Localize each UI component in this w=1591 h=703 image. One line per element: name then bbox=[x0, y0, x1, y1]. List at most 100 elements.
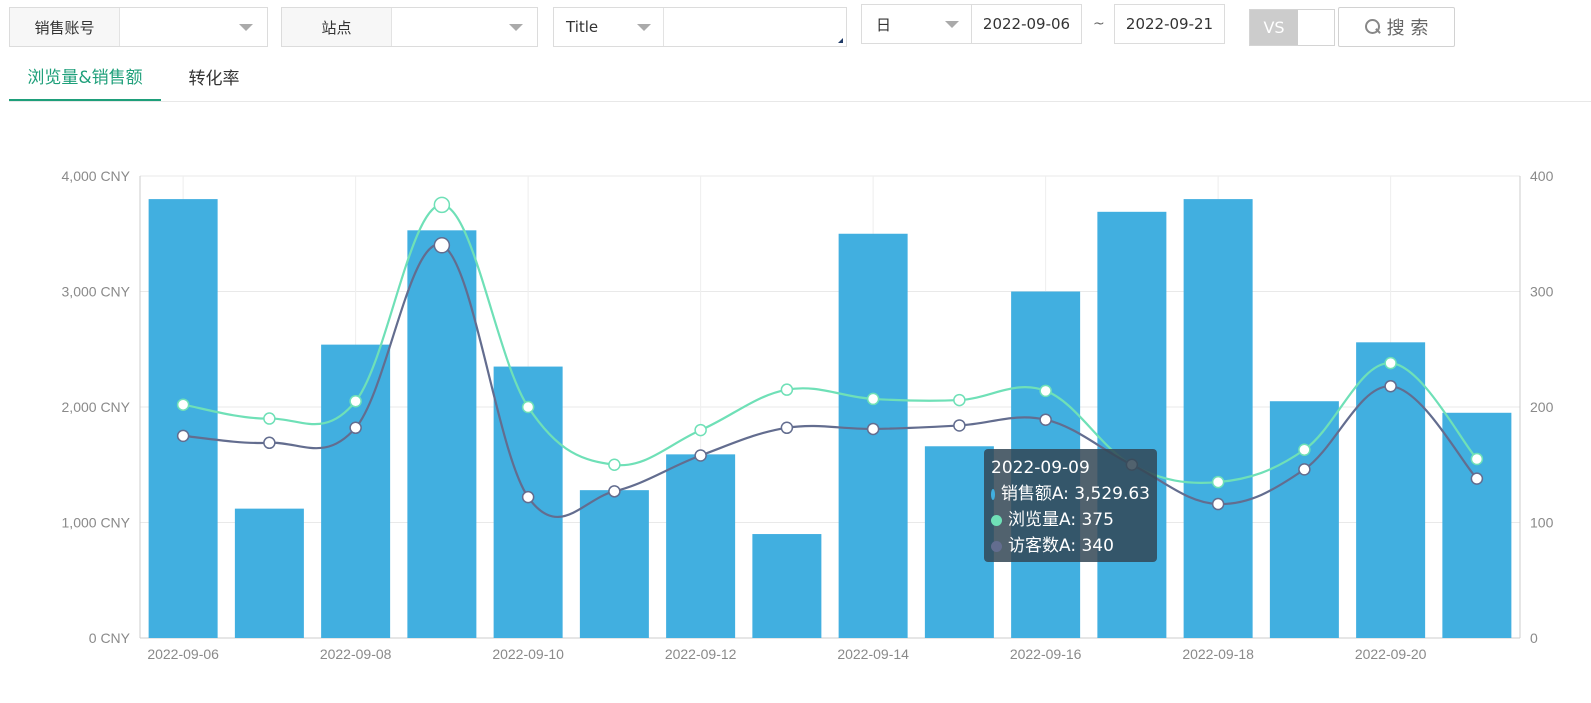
line-views-point bbox=[1298, 443, 1311, 456]
tooltip-sales-dot-icon bbox=[991, 488, 995, 500]
tooltip-date: 2022-09-09 bbox=[991, 458, 1090, 478]
tooltip-views-value: 浏览量A: 375 bbox=[1008, 510, 1114, 530]
line-visitors-point bbox=[1298, 463, 1311, 476]
line-views-point bbox=[1039, 384, 1052, 398]
date-separator: ~ bbox=[1093, 16, 1105, 32]
line-visitors-point bbox=[866, 422, 880, 436]
chevron-down-icon bbox=[239, 24, 253, 31]
line-views-point bbox=[263, 412, 276, 425]
line-views-point bbox=[780, 383, 794, 396]
line-views-point bbox=[176, 398, 190, 411]
line-views-point bbox=[1384, 356, 1397, 370]
site-filter[interactable]: 站点 bbox=[281, 7, 538, 47]
search-button[interactable]: 搜 索 bbox=[1338, 7, 1455, 47]
line-views-point bbox=[1211, 475, 1225, 489]
y-left-tick-label: 3,000 CNY bbox=[62, 284, 131, 300]
tooltip-row-views: 浏览量A: 375 bbox=[991, 507, 1150, 533]
title-input[interactable] bbox=[664, 8, 846, 46]
line-views-point bbox=[1470, 452, 1484, 466]
line-visitors-point bbox=[433, 237, 451, 254]
bar-sales bbox=[1183, 199, 1253, 638]
line-visitors-point bbox=[521, 490, 535, 504]
chevron-down-icon bbox=[637, 24, 651, 31]
account-select[interactable] bbox=[120, 8, 267, 46]
tooltip-sales-value: 销售额A: 3,529.63 bbox=[1000, 484, 1150, 504]
line-views-point bbox=[694, 423, 707, 437]
bar-sales bbox=[1442, 412, 1512, 638]
y-left-tick-label: 0 CNY bbox=[89, 630, 131, 646]
line-visitors-point bbox=[780, 421, 794, 435]
date-end-input[interactable]: 2022-09-21 bbox=[1114, 4, 1225, 44]
line-views-point bbox=[521, 400, 535, 414]
title-select-label: Title bbox=[566, 18, 599, 36]
y-right-tick-label: 100 bbox=[1530, 515, 1554, 531]
bar-sales bbox=[321, 344, 391, 638]
x-tick-label: 2022-09-08 bbox=[320, 646, 392, 662]
chart-tooltip: 2022-09-09 销售额A: 3,529.63 浏览量A: 375 访客数A… bbox=[984, 449, 1157, 562]
bar-sales bbox=[148, 199, 218, 638]
line-visitors-point bbox=[1470, 472, 1484, 485]
y-left-tick-label: 4,000 CNY bbox=[62, 168, 131, 184]
line-views-point bbox=[953, 393, 966, 407]
tooltip-row-visitors: 访客数A: 340 bbox=[991, 533, 1150, 559]
account-filter[interactable]: 销售账号 bbox=[9, 7, 268, 47]
bar-sales bbox=[752, 534, 822, 638]
line-visitors-point bbox=[349, 421, 362, 435]
vs-off bbox=[1298, 10, 1334, 45]
x-tick-label: 2022-09-06 bbox=[147, 646, 219, 662]
tab-bar: 浏览量&销售额 转化率 bbox=[9, 52, 1591, 102]
bar-sales bbox=[838, 233, 908, 638]
line-visitors-point bbox=[263, 436, 276, 450]
site-select[interactable] bbox=[392, 8, 537, 46]
line-views-point bbox=[433, 196, 451, 214]
site-label: 站点 bbox=[282, 8, 392, 46]
bar-sales bbox=[234, 508, 304, 638]
line-visitors-point bbox=[1211, 497, 1225, 511]
line-visitors-point bbox=[1039, 413, 1052, 426]
resize-handle-icon bbox=[838, 38, 843, 43]
x-tick-label: 2022-09-20 bbox=[1355, 646, 1427, 662]
period-value: 日 bbox=[876, 15, 892, 34]
line-visitors-point bbox=[694, 449, 707, 462]
chevron-down-icon bbox=[509, 24, 523, 31]
sales-views-chart: 0 CNY 0 1,000 CNY 100 2,000 CNY 200 3,000 CNY 3… bbox=[62, 168, 1554, 662]
vs-toggle[interactable]: VS bbox=[1249, 9, 1335, 46]
x-tick-label: 2022-09-16 bbox=[1010, 646, 1082, 662]
x-tick-label: 2022-09-12 bbox=[665, 646, 737, 662]
bar-sales bbox=[407, 230, 477, 638]
vs-label: VS bbox=[1250, 10, 1298, 45]
x-tick-label: 2022-09-14 bbox=[837, 646, 909, 662]
account-label: 销售账号 bbox=[10, 8, 120, 46]
period-select-box: 日 bbox=[862, 5, 971, 43]
search-icon bbox=[1364, 19, 1381, 35]
tooltip-row-sales: 销售额A: 3,529.63 bbox=[991, 481, 1150, 507]
y-right-tick-label: 200 bbox=[1530, 399, 1554, 415]
bar-sales bbox=[1269, 401, 1339, 638]
search-label: 搜 索 bbox=[1386, 18, 1429, 39]
y-right-tick-label: 400 bbox=[1530, 168, 1554, 184]
line-visitors-point bbox=[608, 485, 621, 498]
bar-sales bbox=[924, 446, 994, 638]
tooltip-views-dot-icon bbox=[991, 514, 1002, 526]
bar-sales bbox=[1097, 211, 1167, 638]
line-visitors-point bbox=[1384, 379, 1397, 393]
title-filter[interactable]: Title bbox=[553, 7, 847, 47]
title-select[interactable]: Title bbox=[554, 8, 664, 46]
date-start-value: 2022-09-06 bbox=[982, 15, 1071, 33]
line-visitors-point bbox=[176, 429, 190, 443]
line-views-point bbox=[866, 392, 880, 406]
tooltip-visitors-value: 访客数A: 340 bbox=[1008, 536, 1114, 556]
line-visitors-point bbox=[953, 419, 966, 432]
period-select[interactable]: 日 bbox=[861, 4, 972, 44]
chevron-down-icon bbox=[945, 21, 959, 28]
line-views-point bbox=[349, 394, 362, 408]
tab-views-sales[interactable]: 浏览量&销售额 bbox=[9, 52, 161, 101]
y-left-tick-label: 1,000 CNY bbox=[62, 515, 131, 531]
y-right-tick-label: 0 bbox=[1530, 630, 1538, 646]
bar-sales bbox=[666, 454, 736, 638]
tab-conversion[interactable]: 转化率 bbox=[188, 69, 240, 89]
bar-sales bbox=[579, 490, 649, 638]
date-start-input[interactable]: 2022-09-06 bbox=[971, 4, 1082, 44]
x-tick-label: 2022-09-18 bbox=[1182, 646, 1254, 662]
y-right-tick-label: 300 bbox=[1530, 284, 1554, 300]
